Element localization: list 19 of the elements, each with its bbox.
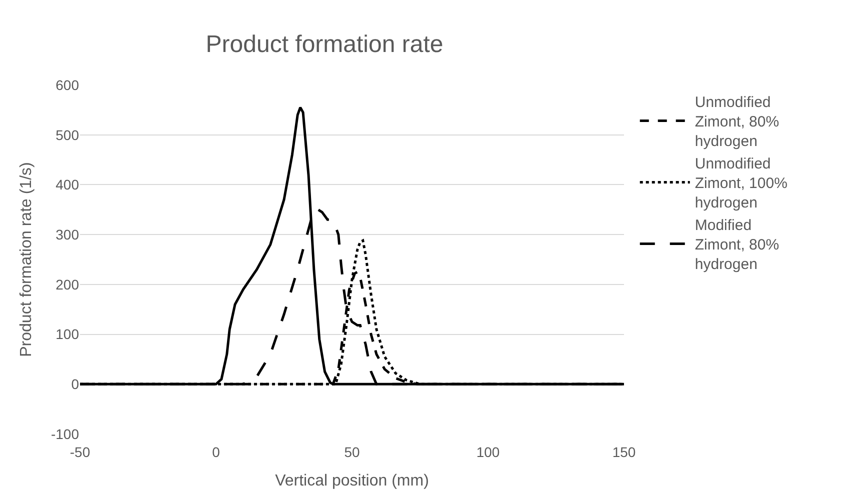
x-tick-label: 100	[476, 444, 500, 460]
y-tick-label: 200	[56, 276, 80, 292]
y-tick-label: 100	[56, 326, 80, 342]
x-tick-label: 150	[612, 444, 636, 460]
x-tick-label: -50	[70, 444, 90, 460]
y-tick-label: 300	[56, 226, 80, 242]
y-tick-label: 500	[56, 126, 80, 143]
legend-label: Unmodified Zimont, 100% hydrogen	[694, 156, 788, 212]
y-tick-label: -100	[50, 426, 80, 442]
y-tick-label: 600	[56, 76, 80, 93]
legend-label: Unmodified Zimont, 80% hydrogen	[694, 94, 780, 150]
x-tick-label: 0	[212, 444, 220, 460]
x-axis-title: Vertical position (mm)	[275, 472, 429, 490]
y-tick-label: 0	[71, 376, 80, 392]
y-axis-title: Product formation rate (1/s)	[18, 162, 35, 357]
y-tick-label: 400	[56, 176, 80, 193]
chart-title: Product formation rate	[206, 31, 444, 58]
legend-label: Modified Zimont, 80% hydrogen	[694, 217, 780, 274]
x-tick-label: 50	[344, 444, 360, 460]
